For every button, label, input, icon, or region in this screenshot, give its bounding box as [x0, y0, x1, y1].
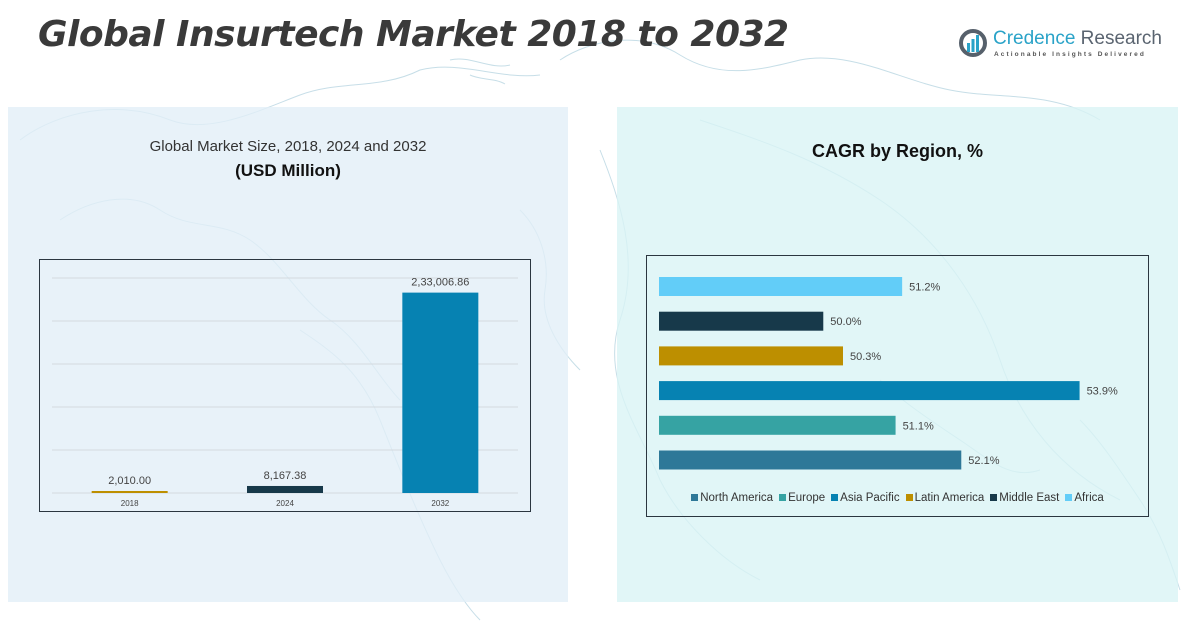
bar-2018 — [91, 491, 168, 493]
market-size-subtitle: Global Market Size, 2018, 2024 and 2032 — [149, 138, 427, 155]
legend-swatch-north-america — [691, 494, 699, 501]
legend-swatch-middle-east — [990, 494, 998, 501]
legend-swatch-europe — [779, 494, 787, 501]
brand-name-part2: Research — [1075, 28, 1162, 49]
bar-latin-america — [659, 346, 843, 366]
bar-chart-circle-icon — [959, 29, 987, 57]
value-label-middle-east: 50.0% — [830, 316, 861, 328]
cagr-title: CAGR by Region, % — [811, 141, 983, 161]
market-size-chart-svg: 2,010.00 2018 8,167.38 2024 2,33,006.86 2032 — [52, 277, 518, 508]
value-label-asia-pacific: 53.9% — [1087, 386, 1118, 398]
brand-name: Credence Research — [993, 28, 1162, 50]
page-title: Global Insurtech Market 2018 to 2032 — [38, 14, 789, 55]
value-label-north-america: 52.1% — [968, 455, 999, 467]
x-tick-label-2018: 2018 — [121, 499, 139, 508]
legend-swatch-asia-pacific — [831, 494, 839, 501]
legend-item-north-america: North America — [691, 492, 773, 504]
value-label-2032: 2,33,006.86 — [411, 277, 469, 289]
bar-middle-east — [659, 311, 824, 331]
bar-europe — [659, 415, 896, 435]
brand-name-part1: Credence — [993, 28, 1076, 49]
legend-item-europe: Europe — [779, 492, 825, 504]
value-label-europe: 51.1% — [903, 420, 934, 432]
value-label-latin-america: 50.3% — [850, 351, 881, 363]
legend-label-asia-pacific: Asia Pacific — [840, 492, 900, 504]
legend-label-europe: Europe — [788, 492, 826, 504]
legend-swatch-africa — [1065, 494, 1073, 501]
value-label-2024: 8,167.38 — [264, 470, 307, 482]
x-tick-label-2032: 2032 — [431, 499, 449, 508]
bar-africa — [659, 277, 903, 296]
cagr-legend: North America Europe Asia Pacific Latin Ame… — [647, 492, 1148, 504]
value-label-2018: 2,010.00 — [108, 475, 151, 487]
legend-label-africa: Africa — [1074, 492, 1104, 504]
cagr-panel: CAGR by Region, % 51.2% 50.0% 50.3% 53.9% 51… — [617, 107, 1178, 602]
legend-item-asia-pacific: Asia Pacific — [831, 492, 900, 504]
market-size-chart: 2,010.00 2018 8,167.38 2024 2,33,006.86 2032 — [39, 259, 531, 512]
bar-north-america — [659, 450, 962, 470]
cagr-chart: 51.2% 50.0% 50.3% 53.9% 51.1% 52.1% North Ame… — [646, 255, 1149, 517]
market-size-panel: Global Market Size, 2018, 2024 and 2032 … — [8, 107, 568, 602]
bar-2032 — [402, 292, 479, 493]
legend-item-africa: Africa — [1065, 492, 1104, 504]
legend-label-latin-america: Latin America — [914, 492, 985, 504]
x-tick-label-2024: 2024 — [276, 499, 294, 508]
brand-tagline: Actionable Insights Delivered — [994, 51, 1146, 58]
legend-item-latin-america: Latin America — [905, 492, 985, 504]
legend-label-north-america: North America — [700, 492, 774, 504]
cagr-chart-svg: 51.2% 50.0% 50.3% 53.9% 51.1% 52.1% — [659, 277, 1118, 470]
bar-2024 — [247, 485, 323, 493]
legend-item-middle-east: Middle East — [990, 492, 1059, 504]
value-label-africa: 51.2% — [909, 282, 940, 294]
brand-logo: Credence Research Actionable Insights De… — [958, 26, 1162, 66]
bar-asia-pacific — [659, 381, 1080, 401]
legend-swatch-latin-america — [905, 494, 913, 501]
legend-label-middle-east: Middle East — [999, 492, 1060, 504]
market-size-unit: (USD Million) — [235, 161, 341, 180]
